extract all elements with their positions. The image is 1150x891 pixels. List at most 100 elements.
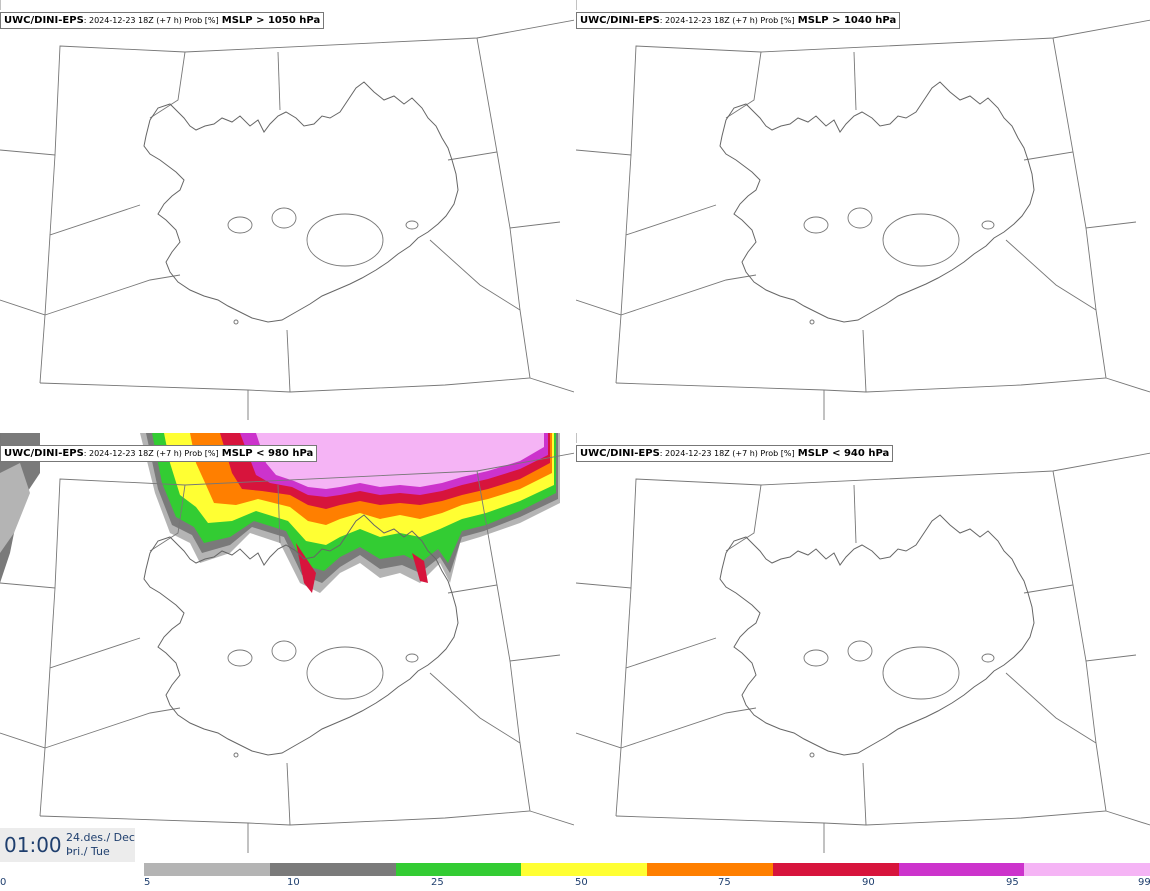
panel-meta: : 2024-12-23 18Z (+7 h) Prob [%] (659, 449, 795, 458)
panel-title: UWC/DINI-EPS: 2024-12-23 18Z (+7 h) Prob… (576, 445, 894, 462)
colorbar-tick-label: 25 (431, 877, 444, 888)
map-svg (576, 0, 1150, 420)
region-boundary-line (39, 309, 531, 393)
glacier-outline (847, 207, 873, 229)
region-boundary-line (286, 329, 291, 393)
region-boundary-line (576, 299, 622, 384)
region-boundary-line (1023, 37, 1074, 161)
map-panel-1050: UWC/DINI-EPS: 2024-12-23 18Z (+7 h) Prob… (0, 0, 574, 432)
colorbar-segment (772, 863, 899, 876)
colorbar-segment (647, 863, 773, 876)
glacier-outline (306, 213, 384, 267)
region-boundary-line (725, 51, 762, 119)
region-boundary-line (0, 452, 574, 589)
prob-band-5-10-west (0, 463, 30, 553)
region-boundary-line (44, 707, 181, 749)
region-boundary-line (496, 151, 561, 229)
glacier-outline (306, 646, 384, 700)
valid-date-line-2: Þri./ Tue (66, 845, 110, 858)
colorbar-tick-label: 50 (575, 877, 588, 888)
glacier-outline (803, 216, 829, 234)
panel-model: UWC/DINI-EPS (580, 15, 660, 26)
colorbar-segment (144, 863, 270, 876)
island-outline (233, 752, 239, 758)
region-boundary-line (620, 204, 717, 316)
glacier-outline (227, 649, 253, 667)
valid-date-line-1: 24.des./ Dec (66, 831, 135, 844)
prob-band-99-plus (256, 433, 544, 489)
glacier-outline (981, 653, 995, 663)
panel-meta: : 2024-12-23 18Z (+7 h) Prob [%] (83, 449, 219, 458)
region-boundary-line (862, 762, 867, 826)
region-boundary-line (576, 732, 622, 817)
region-boundaries (0, 0, 574, 420)
panel-model: UWC/DINI-EPS (580, 448, 660, 459)
glacier-outline (227, 216, 253, 234)
map-svg (0, 433, 574, 853)
colorbar-segment (521, 863, 647, 876)
map-svg (576, 433, 1150, 853)
panel-title: UWC/DINI-EPS: 2024-12-23 18Z (+7 h) Prob… (0, 12, 325, 29)
region-boundary-line (149, 51, 186, 119)
island-outline (809, 752, 815, 758)
panel-parameter: MSLP < 980 hPa (221, 448, 314, 459)
region-boundary-line (862, 329, 867, 393)
region-boundary-line (277, 484, 281, 544)
region-boundary-line (49, 154, 56, 236)
region-boundary-line (286, 762, 291, 826)
island-outline (233, 319, 239, 325)
panel-meta: : 2024-12-23 18Z (+7 h) Prob [%] (659, 16, 795, 25)
map-panel-1040: UWC/DINI-EPS: 2024-12-23 18Z (+7 h) Prob… (576, 0, 1150, 432)
panel-meta: : 2024-12-23 18Z (+7 h) Prob [%] (83, 16, 219, 25)
region-boundary-line (0, 299, 46, 384)
region-boundary-line (576, 19, 1150, 156)
region-boundary-line (620, 637, 717, 749)
iceland-coastline (719, 81, 1035, 323)
region-boundary-line (0, 732, 46, 817)
glacier-outline (271, 640, 297, 662)
region-boundary-line (44, 204, 141, 316)
glacier-outline (882, 646, 960, 700)
region-boundary-line (620, 707, 757, 749)
iceland-coastline (719, 514, 1035, 756)
colorbar-tick-label: 5 (144, 877, 151, 888)
colorbar-segment (898, 863, 1025, 876)
region-boundary-line (1105, 810, 1150, 826)
colorbar-tick-label: 90 (862, 877, 875, 888)
region-boundary-line (615, 742, 1107, 826)
region-boundary-line (529, 377, 574, 393)
panel-parameter: MSLP > 1050 hPa (221, 15, 321, 26)
panel-parameter: MSLP < 940 hPa (797, 448, 890, 459)
region-boundaries (576, 433, 1150, 853)
panel-title: UWC/DINI-EPS: 2024-12-23 18Z (+7 h) Prob… (0, 445, 318, 462)
colorbar-tick-label: 0 (0, 877, 7, 888)
prob-core-fjord-2 (412, 553, 428, 583)
colorbar-segment (395, 863, 522, 876)
region-boundary-line (429, 227, 521, 311)
colorbar-tick-label: 75 (718, 877, 731, 888)
region-boundary-line (576, 452, 1150, 589)
panel-model: UWC/DINI-EPS (4, 448, 84, 459)
region-boundary-line (429, 660, 521, 744)
region-boundary-line (1072, 151, 1137, 229)
region-boundary-line (1005, 660, 1097, 744)
glacier-outline (882, 213, 960, 267)
iceland-coastline (143, 81, 459, 323)
region-boundary-line (853, 484, 857, 544)
glacier-outline (981, 220, 995, 230)
glacier-outline (271, 207, 297, 229)
region-boundary-line (625, 587, 632, 669)
region-boundary-line (1072, 584, 1137, 662)
region-boundary-line (0, 19, 574, 156)
glacier-outline (405, 653, 419, 663)
region-boundary-line (277, 51, 281, 111)
region-boundaries (0, 433, 574, 853)
region-boundary-line (44, 637, 141, 749)
region-boundaries (576, 0, 1150, 420)
region-boundary-line (149, 484, 186, 552)
colorbar-tick-label: 99 (1138, 877, 1150, 888)
valid-time-box: 01:00 24.des./ Dec Þri./ Tue (0, 828, 135, 862)
island-outline (809, 319, 815, 325)
region-boundary-line (725, 484, 762, 552)
region-boundary-line (529, 810, 574, 826)
